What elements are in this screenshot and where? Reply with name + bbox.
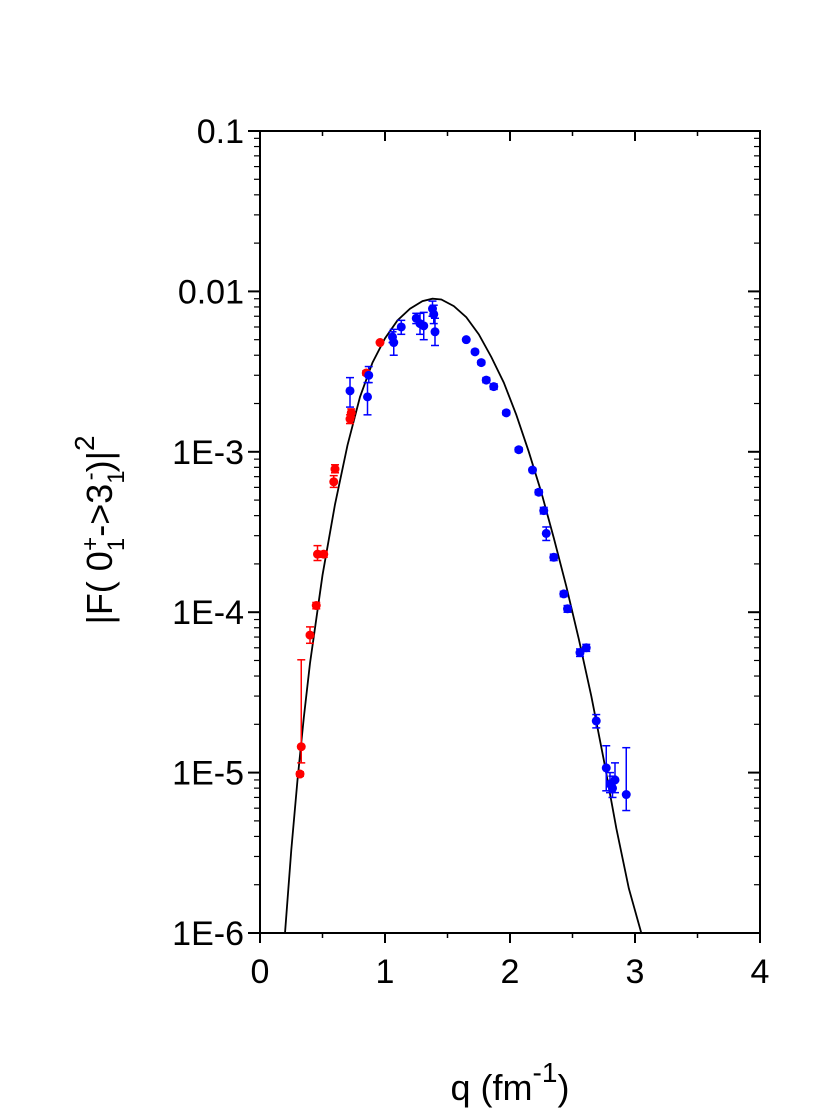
blue-data-point xyxy=(481,375,491,385)
x-axis-title-main: q (fm xyxy=(451,1067,533,1108)
blue-data-point xyxy=(363,392,372,402)
x-axis-title-close: ) xyxy=(557,1067,569,1108)
y-tick-label: 0.1 xyxy=(197,113,244,151)
plot-frame xyxy=(259,130,761,934)
x-axis-title-sup: -1 xyxy=(533,1057,558,1088)
tick-labels: 0 1 2 3 4 1E-6 1E-5 1E-4 1E-3 0.01 0.1 xyxy=(172,113,769,991)
blue-data-point xyxy=(429,309,439,319)
blue-data-point xyxy=(591,716,601,726)
blue-data-point xyxy=(563,604,572,614)
axes-layer xyxy=(248,130,761,943)
theory-curve xyxy=(284,297,643,934)
curve-layer xyxy=(284,297,643,934)
y-tick-label: 1E-4 xyxy=(172,594,244,632)
y-tick-label: 1E-6 xyxy=(172,915,244,953)
blue-data-point xyxy=(621,790,631,800)
y-axis-title-sup1: + xyxy=(77,537,104,551)
blue-data-point xyxy=(419,321,429,331)
red-data-point xyxy=(330,464,340,474)
x-tick-label: 4 xyxy=(751,953,770,991)
blue-data-point xyxy=(461,335,471,345)
red-data-point xyxy=(375,338,385,348)
y-axis-title: |F( 01+->31-)|2 xyxy=(69,435,130,624)
red-data-point xyxy=(296,742,306,752)
red-data-point xyxy=(346,408,356,418)
x-tick-label: 2 xyxy=(501,953,520,991)
blue-data-point xyxy=(581,643,591,653)
blue-data-point xyxy=(541,528,551,538)
blue-data-point xyxy=(501,408,511,418)
blue-data-point xyxy=(528,465,537,475)
blue-data-point xyxy=(534,487,544,497)
y-axis-title-sub1: 1 xyxy=(103,538,130,551)
y-tick-label: 0.01 xyxy=(178,273,244,311)
red-data-point xyxy=(329,477,339,487)
blue-data-point xyxy=(389,338,399,348)
blue-data-point xyxy=(559,589,569,599)
x-tick-label: 3 xyxy=(626,953,645,991)
blue-data-point xyxy=(489,382,499,392)
y-tick-label: 1E-3 xyxy=(172,434,244,472)
blue-data-point xyxy=(430,327,440,337)
blue-data-point xyxy=(549,552,559,562)
x-tick-label: 1 xyxy=(376,953,395,991)
red-data-point xyxy=(295,769,305,779)
blue-data-point xyxy=(345,386,355,396)
y-axis-title-close: )| xyxy=(79,451,120,472)
y-axis-title-prefix: |F( 0 xyxy=(79,551,120,624)
blue-data-point xyxy=(608,783,617,793)
blue-data-point xyxy=(575,648,585,658)
x-tick-label: 0 xyxy=(251,953,270,991)
red-data-point xyxy=(313,549,322,559)
y-tick-label: 1E-5 xyxy=(172,755,244,793)
blue-data-point xyxy=(601,763,611,773)
red-data-point xyxy=(305,630,315,640)
y-axis-title-sup3: 2 xyxy=(69,435,100,451)
blue-data-point xyxy=(514,445,524,455)
red-data-point xyxy=(319,549,329,559)
blue-data-point xyxy=(476,358,486,368)
blue-data-point xyxy=(470,347,480,357)
red-data-point xyxy=(311,601,321,611)
y-axis-title-sub2: 1 xyxy=(103,470,130,483)
blue-data-point xyxy=(396,322,406,332)
y-axis-title-sup2: - xyxy=(77,472,104,480)
blue-data-point xyxy=(364,370,374,380)
x-axis-title: q (fm-1) xyxy=(451,1057,570,1108)
blue-data-point xyxy=(610,775,620,785)
y-axis-title-mid: ->3 xyxy=(79,484,120,537)
points-layer xyxy=(295,304,631,800)
errorbar-layer xyxy=(296,300,631,812)
blue-data-point xyxy=(539,506,549,516)
